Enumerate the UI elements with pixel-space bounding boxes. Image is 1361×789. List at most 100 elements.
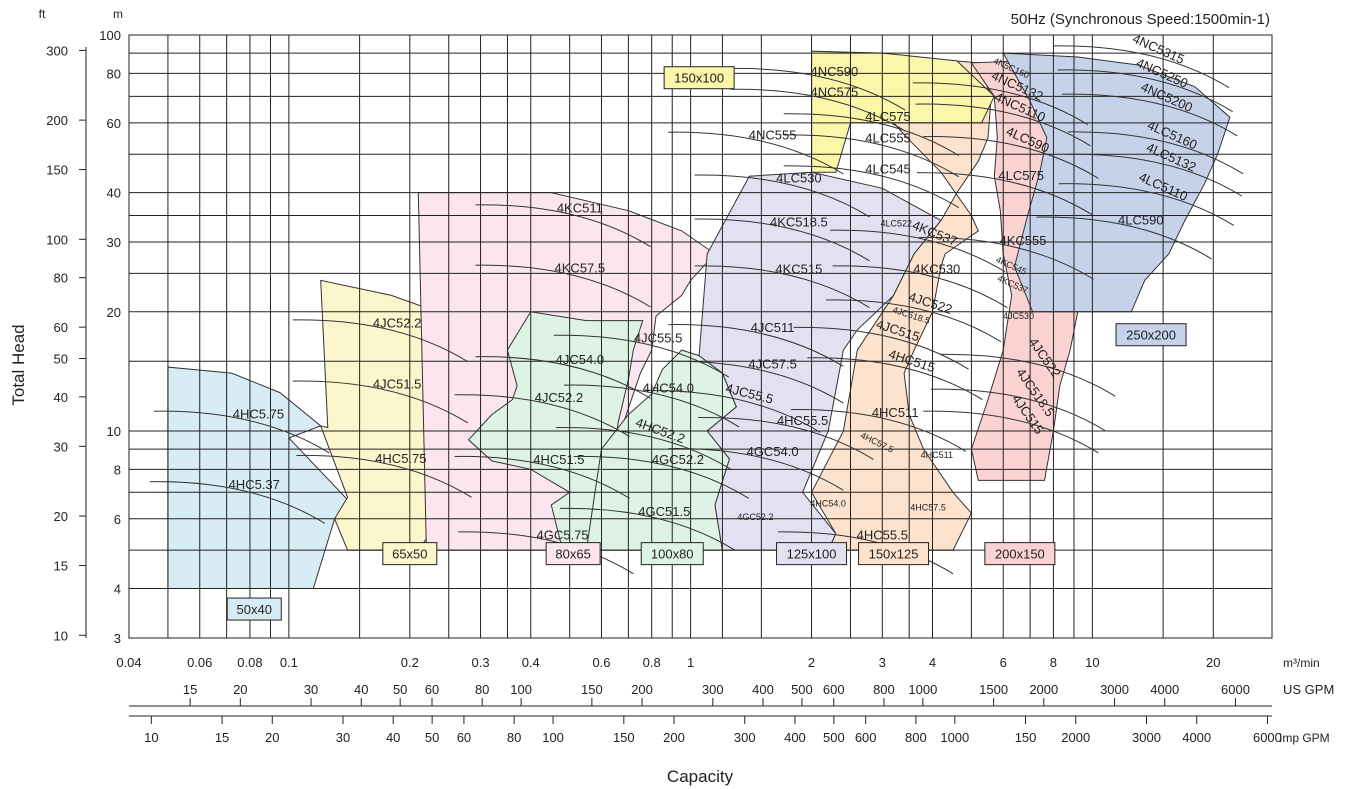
x-tick-label: 0.04 xyxy=(116,655,141,670)
m-tick-label: 40 xyxy=(107,186,121,201)
us-gpm-tick-label: 15 xyxy=(183,682,197,697)
curve-4GC54.0 xyxy=(668,448,844,491)
curve-label-4KC555: 4KC555 xyxy=(1000,233,1047,248)
curve-label-4KC511: 4KC511 xyxy=(557,200,603,215)
curve-label-4LC575: 4LC575 xyxy=(998,168,1044,183)
curve-4HC52.2 xyxy=(555,427,732,470)
imp-gpm-tick-label: 80 xyxy=(507,730,521,745)
curve-4HC51.5 xyxy=(454,455,630,499)
size-box-80x65 xyxy=(545,542,601,566)
x-tick-label: 0.8 xyxy=(643,655,661,670)
us-gpm-tick-label: 30 xyxy=(304,682,318,697)
curve-label-4JC54.0: 4JC54.0 xyxy=(556,352,604,367)
us-gpm-tick-label: 800 xyxy=(873,682,895,697)
ft-tick-label: 10 xyxy=(54,628,68,643)
curve-label-4JC530: 4JC530 xyxy=(1003,311,1034,321)
curve-4HC5.37 xyxy=(149,481,326,524)
imp-gpm-tick-label: 800 xyxy=(905,730,927,745)
m3-min-unit: m³/min xyxy=(1283,656,1320,670)
us-gpm-tick-label: 60 xyxy=(425,682,439,697)
imp-gpm-tick-label: 100 xyxy=(542,730,564,745)
curve-4JC57.5 xyxy=(668,360,844,404)
ft-tick-label: 20 xyxy=(54,509,68,524)
size-label-200x150: 200x150 xyxy=(995,547,1045,562)
curve-4LC555 xyxy=(783,134,960,178)
size-label-150x100: 150x100 xyxy=(674,71,724,86)
curve-label-4LC575: 4LC575 xyxy=(865,109,911,124)
size-label-100x80: 100x80 xyxy=(651,547,694,562)
imp-gpm-tick-label: 150 xyxy=(1015,730,1037,745)
curve-label-4NC590: 4NC590 xyxy=(811,64,859,79)
imp-gpm-tick-label: 15 xyxy=(215,730,229,745)
curve-label-4HC5.75: 4HC5.75 xyxy=(233,407,284,422)
x-tick-label: 0.06 xyxy=(187,655,212,670)
curve-label-4HC51.5: 4HC51.5 xyxy=(533,452,584,467)
x-axis-title: Capacity xyxy=(667,767,734,786)
curve-4NC5200 xyxy=(1062,93,1238,137)
imp-gpm-tick-label: 2000 xyxy=(1061,730,1090,745)
curve-4LC545 xyxy=(783,165,960,209)
curve-label-4LC545: 4LC545 xyxy=(865,161,911,176)
ft-tick-label: 50 xyxy=(54,352,68,367)
zone-150x100 xyxy=(811,50,995,173)
ft-tick-label: 40 xyxy=(54,390,68,405)
curve-label-4JC52.2: 4JC52.2 xyxy=(535,390,583,405)
curve-4JC511 xyxy=(668,324,844,367)
imp-gpm-tick-label: 30 xyxy=(336,730,350,745)
imp-gpm-tick-label: 150 xyxy=(613,730,635,745)
ft-tick-label: 60 xyxy=(54,320,68,335)
size-box-150x125 xyxy=(858,542,930,566)
curve-4JC515 xyxy=(793,326,969,370)
curve-label-4LC555: 4LC555 xyxy=(865,130,911,145)
m-tick-label: 3 xyxy=(114,631,121,646)
curve-label-4JC511: 4JC511 xyxy=(751,320,795,335)
curve-4LC5110 xyxy=(1058,183,1235,226)
curve-label-4GC54.0: 4GC54.0 xyxy=(747,444,799,459)
curve-4HC511 xyxy=(790,409,967,452)
curve-4HC55.5 xyxy=(698,416,874,460)
imp-gpm-tick-label: 60 xyxy=(457,730,471,745)
x-tick-label: 2 xyxy=(808,655,815,670)
curve-label-4LC530: 4LC530 xyxy=(776,171,822,186)
curve-label-4HC511: 4HC511 xyxy=(921,450,953,460)
size-box-250x200 xyxy=(1115,323,1187,347)
x-tick-label: 0.1 xyxy=(280,655,298,670)
size-label-125x100: 125x100 xyxy=(787,547,837,562)
curve-4HC55.5 xyxy=(777,531,954,575)
curve-4KC530 xyxy=(832,265,1008,309)
curve-4JC52.2 xyxy=(454,394,630,438)
size-label-250x200: 250x200 xyxy=(1126,328,1176,343)
curve-4LC5132 xyxy=(1066,153,1243,197)
curve-label-4HC54.0: 4HC54.0 xyxy=(643,381,694,396)
m-tick-label: 6 xyxy=(114,512,121,527)
x-tick-label: 0.3 xyxy=(472,655,490,670)
curve-label-4JC52.2: 4JC52.2 xyxy=(373,315,421,330)
curve-4KC511 xyxy=(475,204,651,248)
size-box-200x150 xyxy=(984,542,1056,566)
x-tick-label: 6 xyxy=(1000,655,1007,670)
imp-gpm-tick-label: 3000 xyxy=(1132,730,1161,745)
m-axis-unit: m xyxy=(113,7,123,21)
curve-4LC575 xyxy=(916,172,1093,216)
size-box-150x100 xyxy=(663,66,735,90)
curve-label-4HC55.5: 4HC55.5 xyxy=(857,527,908,542)
us-gpm-tick-label: 300 xyxy=(702,682,724,697)
curve-label-4NC575: 4NC575 xyxy=(811,85,859,100)
size-box-50x40 xyxy=(226,597,282,621)
ft-tick-label: 200 xyxy=(46,113,68,128)
imp-gpm-tick-label: 6000 xyxy=(1253,730,1282,745)
curve-4JC518.5 xyxy=(930,388,1107,432)
ft-tick-label: 300 xyxy=(46,43,68,58)
curve-4NC590 xyxy=(730,67,906,111)
curve-label-4KC530: 4KC530 xyxy=(913,261,960,276)
us-gpm-tick-label: 1500 xyxy=(979,682,1008,697)
curve-4HC5.75 xyxy=(296,454,472,498)
us-gpm-tick-label: 500 xyxy=(791,682,813,697)
curve-4NC5250 xyxy=(1057,69,1233,113)
curve-4JC54.0 xyxy=(475,356,651,399)
curve-4KC515 xyxy=(694,265,870,309)
chart-title: 50Hz (Synchronous Speed:1500min-1) xyxy=(1011,11,1270,28)
curve-label-4HC5.37: 4HC5.37 xyxy=(229,477,280,492)
curve-label-4HC57.5: 4HC57.5 xyxy=(910,502,946,512)
